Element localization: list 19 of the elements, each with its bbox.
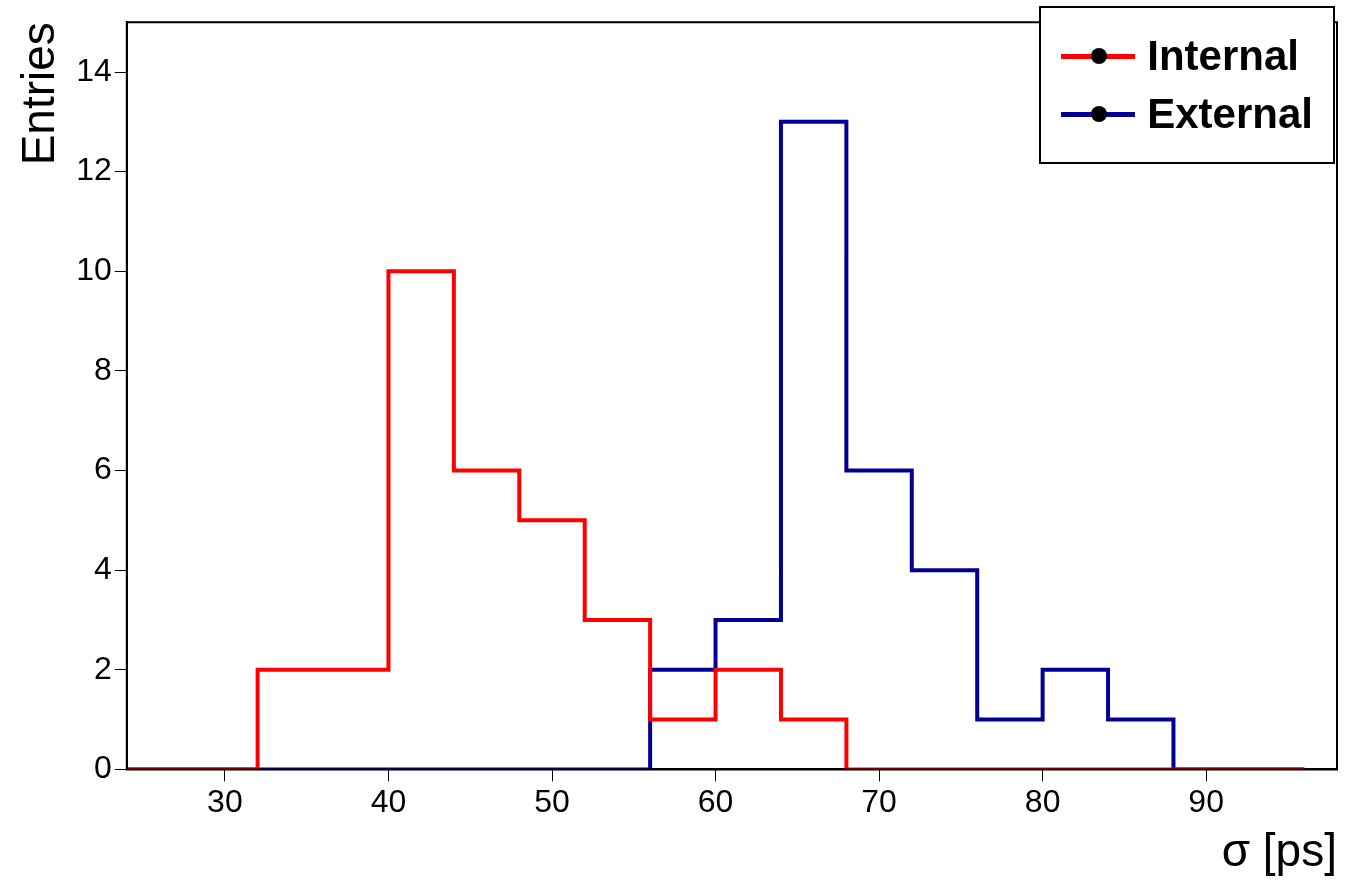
legend-label: External [1147,90,1313,138]
x-tick-label: 60 [697,783,734,820]
x-tick-label: 30 [207,783,243,820]
y-tick-label: 2 [94,649,112,686]
y-tick-label: 0 [94,749,112,786]
legend-label: Internal [1147,32,1299,80]
y-tick-label: 4 [94,549,112,586]
x-tick-label: 50 [534,783,570,820]
y-tick-label: 8 [94,350,112,387]
x-tick-label: 80 [1024,783,1061,820]
y-axis-title: Entries [12,22,65,166]
x-axis-title: σ [ps] [1221,824,1337,877]
y-tick-label: 12 [76,151,112,188]
x-tick-label: 40 [370,783,407,820]
y-tick-label: 10 [76,251,112,288]
y-tick-label: 6 [94,450,112,487]
x-tick-label: 70 [861,783,897,820]
x-tick-label: 90 [1188,783,1224,820]
y-tick-label: 14 [76,51,112,88]
